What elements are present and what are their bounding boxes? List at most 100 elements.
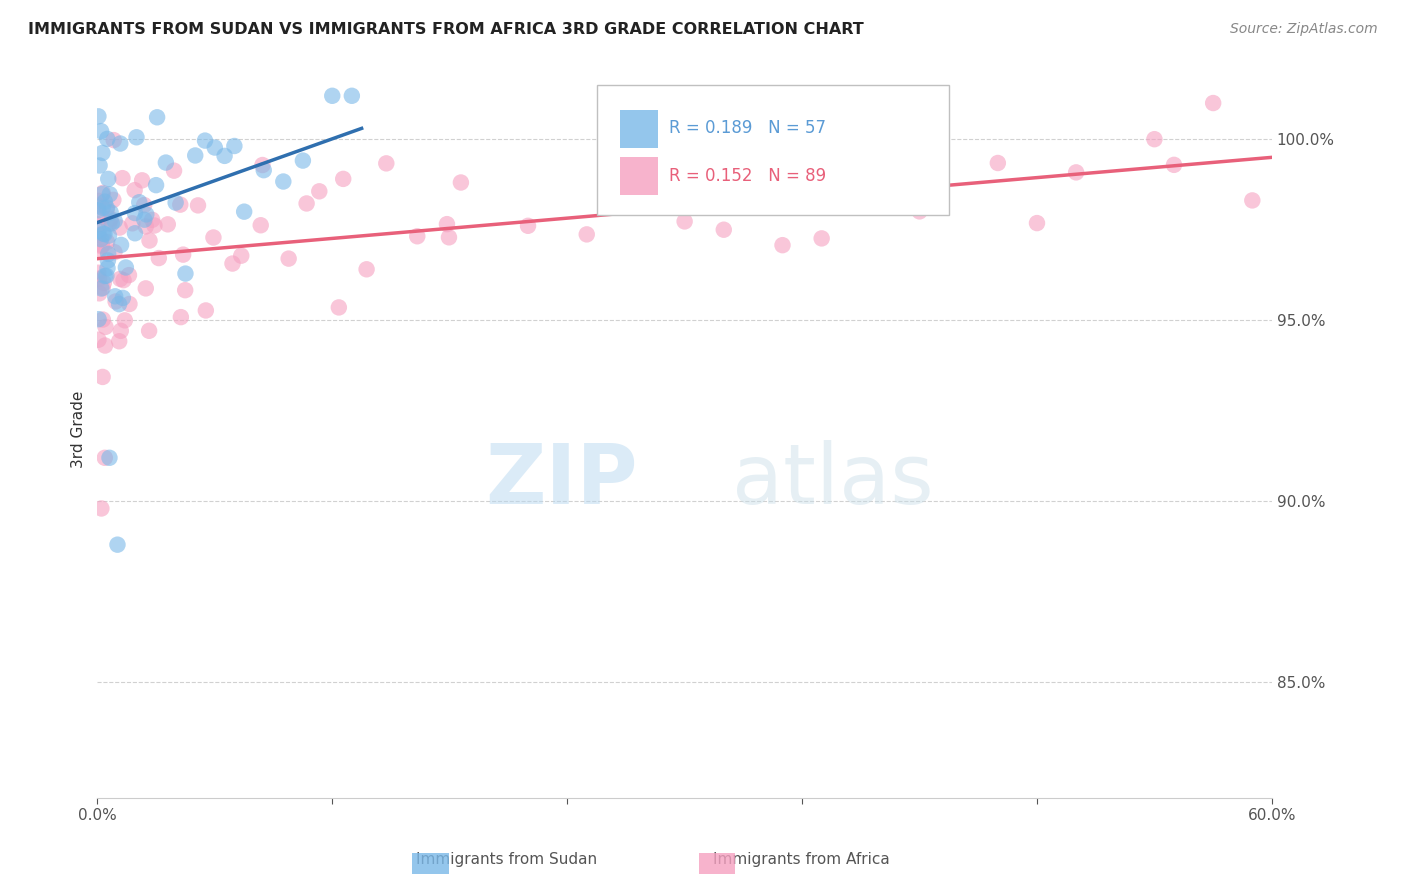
Point [110,238,132,252]
Text: Immigrants from Sudan: Immigrants from Sudan [416,852,596,867]
Point [118,268,141,282]
Point [174,283,197,297]
Point [135,281,157,295]
Point [406,229,429,244]
Point [291,153,314,168]
Point [135,207,157,221]
Point [517,219,540,233]
Point [90,124,112,138]
Point [98,450,121,465]
Point [87,266,110,280]
Text: Source: ZipAtlas.com: Source: ZipAtlas.com [1230,22,1378,37]
Point [165,195,187,210]
Point [202,230,225,244]
FancyBboxPatch shape [620,157,658,195]
Point [131,173,153,187]
Point [96,202,118,217]
Point [134,198,156,212]
Point [194,303,217,318]
Point [94,194,117,209]
Point [204,140,226,154]
Point [103,133,125,147]
Point [321,88,343,103]
Point [87,271,110,285]
Point [108,334,131,349]
Point [908,204,931,219]
Point [90,501,112,516]
Point [104,214,127,228]
Point [111,171,134,186]
Point [94,338,117,352]
Point [91,145,114,160]
Point [308,184,330,198]
Point [375,156,398,170]
Point [810,231,832,245]
Point [91,370,114,384]
Point [93,227,115,241]
Point [103,245,125,260]
Point [221,256,243,270]
Point [87,109,110,123]
Point [90,239,112,253]
Point [97,253,120,268]
Point [100,216,122,230]
Point [233,204,256,219]
Point [118,297,141,311]
Point [91,201,114,215]
Text: ZIP: ZIP [485,440,638,521]
Point [91,281,114,295]
Point [356,262,378,277]
Point [90,281,112,295]
Point [214,149,236,163]
Point [87,244,110,259]
Point [437,230,460,244]
Point [87,227,110,242]
Point [156,218,179,232]
Point [94,450,117,465]
Text: Immigrants from Africa: Immigrants from Africa [713,852,890,867]
Point [146,110,169,124]
Point [1202,96,1225,111]
Point [100,205,122,219]
Point [277,252,299,266]
Point [124,206,146,220]
Point [110,324,132,338]
Point [1143,132,1166,146]
Point [87,203,110,218]
Text: IMMIGRANTS FROM SUDAN VS IMMIGRANTS FROM AFRICA 3RD GRADE CORRELATION CHART: IMMIGRANTS FROM SUDAN VS IMMIGRANTS FROM… [28,22,863,37]
Point [91,238,114,252]
Text: R = 0.152   N = 89: R = 0.152 N = 89 [669,168,827,186]
Point [135,219,157,234]
Point [575,227,598,242]
Point [111,291,134,305]
Point [1064,165,1087,179]
Point [108,220,131,235]
Point [713,223,735,237]
Point [96,201,118,215]
Point [91,227,114,241]
Y-axis label: 3rd Grade: 3rd Grade [72,390,86,467]
Point [253,163,276,178]
Point [138,324,160,338]
Point [93,268,115,283]
Point [93,276,115,290]
Point [155,155,177,169]
Point [673,214,696,228]
FancyBboxPatch shape [620,110,658,148]
Point [174,267,197,281]
Point [104,289,127,303]
Point [91,186,114,201]
Point [134,212,156,227]
Point [87,223,110,237]
Point [100,212,122,227]
Point [87,312,110,326]
Point [96,261,118,276]
Point [141,212,163,227]
Point [114,313,136,327]
Point [148,251,170,265]
Point [96,235,118,249]
Point [172,247,194,261]
Point [94,319,117,334]
Point [1163,158,1185,172]
Point [110,272,132,286]
